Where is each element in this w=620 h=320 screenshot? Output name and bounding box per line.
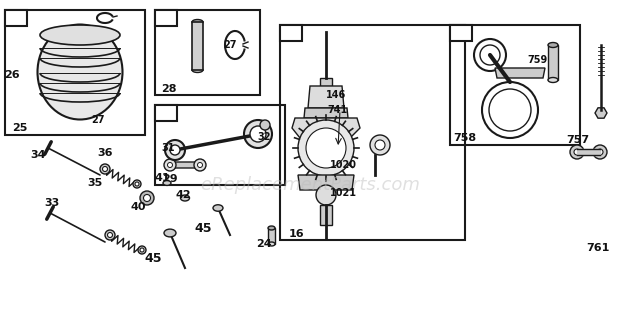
Text: 1020: 1020	[329, 160, 356, 170]
Bar	[320, 205, 332, 225]
Bar	[548, 45, 558, 80]
Bar	[268, 228, 275, 244]
Text: 32: 32	[257, 132, 271, 142]
Bar	[155, 105, 177, 121]
Bar	[155, 10, 177, 26]
Circle shape	[198, 163, 203, 167]
Circle shape	[250, 126, 266, 142]
Circle shape	[102, 166, 107, 172]
Circle shape	[375, 140, 385, 150]
Polygon shape	[168, 162, 202, 168]
Ellipse shape	[37, 25, 123, 119]
Polygon shape	[308, 86, 344, 108]
Circle shape	[306, 128, 346, 168]
Circle shape	[370, 135, 390, 155]
Polygon shape	[495, 68, 545, 78]
Circle shape	[260, 120, 270, 130]
Bar	[320, 78, 332, 86]
Circle shape	[316, 185, 336, 205]
Text: 35: 35	[87, 178, 103, 188]
Ellipse shape	[180, 195, 190, 201]
Bar	[280, 25, 302, 41]
Ellipse shape	[192, 20, 203, 25]
Circle shape	[138, 246, 146, 254]
Text: 42: 42	[175, 190, 191, 200]
Text: 28: 28	[161, 84, 177, 94]
Text: eReplacementParts.com: eReplacementParts.com	[200, 176, 420, 194]
Circle shape	[133, 180, 141, 188]
Circle shape	[107, 233, 112, 237]
Polygon shape	[298, 175, 354, 190]
Circle shape	[165, 140, 185, 160]
Circle shape	[170, 145, 180, 155]
Ellipse shape	[213, 205, 223, 211]
Circle shape	[593, 145, 607, 159]
Text: 1021: 1021	[329, 188, 356, 198]
Text: 741: 741	[328, 105, 348, 115]
Text: 25: 25	[12, 123, 28, 133]
Circle shape	[143, 195, 151, 202]
Circle shape	[140, 248, 144, 252]
Bar	[155, 10, 260, 95]
Ellipse shape	[268, 242, 275, 246]
Bar	[5, 10, 145, 135]
Circle shape	[244, 120, 272, 148]
Bar	[5, 10, 27, 26]
Ellipse shape	[163, 180, 171, 185]
Text: 759: 759	[528, 55, 548, 65]
Circle shape	[167, 163, 172, 167]
Bar	[192, 22, 203, 70]
Text: 26: 26	[4, 70, 20, 80]
Bar	[280, 25, 465, 240]
Text: 33: 33	[45, 198, 60, 208]
Ellipse shape	[192, 68, 203, 73]
Circle shape	[140, 191, 154, 205]
Bar	[155, 105, 285, 185]
Text: 761: 761	[587, 243, 609, 253]
Circle shape	[194, 159, 206, 171]
Circle shape	[570, 145, 584, 159]
Text: 757: 757	[567, 135, 590, 145]
Polygon shape	[595, 108, 607, 118]
Text: 29: 29	[162, 174, 178, 184]
Ellipse shape	[268, 226, 275, 230]
Text: 27: 27	[223, 40, 237, 50]
Ellipse shape	[548, 43, 558, 47]
Text: 41: 41	[154, 173, 170, 183]
Ellipse shape	[164, 229, 176, 237]
Ellipse shape	[548, 77, 558, 83]
Circle shape	[574, 149, 580, 155]
Text: 45: 45	[194, 221, 212, 235]
Circle shape	[100, 164, 110, 174]
Text: 24: 24	[256, 239, 272, 249]
Circle shape	[135, 182, 139, 186]
Circle shape	[298, 120, 354, 176]
Bar	[450, 25, 472, 41]
Ellipse shape	[40, 25, 120, 45]
Text: 45: 45	[144, 252, 162, 265]
Circle shape	[164, 159, 176, 171]
Text: 36: 36	[97, 148, 113, 158]
Bar	[450, 25, 580, 145]
Text: 16: 16	[289, 229, 305, 239]
Polygon shape	[577, 149, 600, 155]
Circle shape	[105, 230, 115, 240]
Text: 146: 146	[326, 90, 346, 100]
Text: 27: 27	[91, 115, 105, 125]
Circle shape	[597, 149, 603, 155]
Polygon shape	[304, 108, 348, 118]
Text: 758: 758	[453, 133, 477, 143]
Text: 40: 40	[130, 202, 146, 212]
Polygon shape	[292, 118, 360, 148]
Text: 34: 34	[30, 150, 46, 160]
Text: 31: 31	[161, 143, 175, 153]
